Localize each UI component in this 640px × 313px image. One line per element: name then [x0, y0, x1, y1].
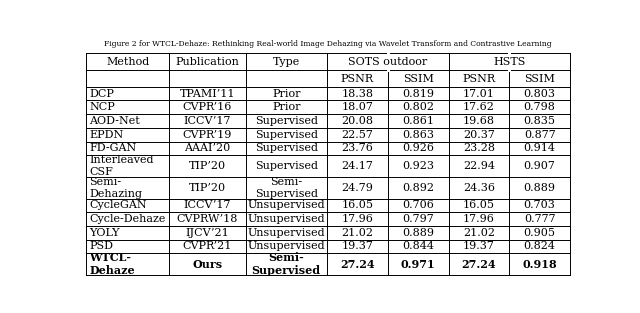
Text: 0.918: 0.918: [522, 259, 557, 269]
Text: 0.844: 0.844: [402, 241, 434, 251]
Text: Ours: Ours: [193, 259, 223, 269]
Text: Supervised: Supervised: [255, 143, 318, 153]
Text: Supervised: Supervised: [255, 116, 318, 126]
Text: 0.971: 0.971: [401, 259, 435, 269]
Text: 0.863: 0.863: [402, 130, 434, 140]
Text: 0.819: 0.819: [402, 89, 434, 99]
Text: CVPR’19: CVPR’19: [183, 130, 232, 140]
Text: 24.17: 24.17: [341, 161, 373, 171]
Text: Semi-
Supervised: Semi- Supervised: [255, 177, 318, 199]
Text: 0.706: 0.706: [402, 200, 434, 210]
Text: PSNR: PSNR: [462, 74, 495, 84]
Text: 0.824: 0.824: [524, 241, 556, 251]
Text: 27.24: 27.24: [461, 259, 496, 269]
Text: Semi-
Dehazing: Semi- Dehazing: [90, 177, 143, 199]
Text: 22.94: 22.94: [463, 161, 495, 171]
Text: 0.861: 0.861: [402, 116, 434, 126]
Text: AAAI’20: AAAI’20: [184, 143, 230, 153]
Text: Prior: Prior: [272, 89, 301, 99]
Text: 21.02: 21.02: [463, 228, 495, 238]
Text: Unsupervised: Unsupervised: [248, 228, 325, 238]
Text: ICCV’17: ICCV’17: [184, 116, 231, 126]
Text: 0.923: 0.923: [402, 161, 434, 171]
Text: SSIM: SSIM: [524, 74, 555, 84]
Text: 0.777: 0.777: [524, 214, 556, 224]
Text: 21.02: 21.02: [341, 228, 373, 238]
Text: 0.798: 0.798: [524, 102, 556, 112]
Text: 20.37: 20.37: [463, 130, 495, 140]
Text: 17.01: 17.01: [463, 89, 495, 99]
Text: 16.05: 16.05: [463, 200, 495, 210]
Text: 19.37: 19.37: [341, 241, 373, 251]
Text: PSNR: PSNR: [340, 74, 374, 84]
Text: CVPR’16: CVPR’16: [183, 102, 232, 112]
Text: FD-GAN: FD-GAN: [90, 143, 137, 153]
Text: 23.76: 23.76: [341, 143, 373, 153]
Text: 22.57: 22.57: [341, 130, 373, 140]
Text: Prior: Prior: [272, 102, 301, 112]
Text: 17.62: 17.62: [463, 102, 495, 112]
Text: Unsupervised: Unsupervised: [248, 214, 325, 224]
Text: 0.797: 0.797: [403, 214, 434, 224]
Text: CVPRW’18: CVPRW’18: [177, 214, 238, 224]
Text: 19.68: 19.68: [463, 116, 495, 126]
Text: 17.96: 17.96: [463, 214, 495, 224]
Text: Supervised: Supervised: [255, 161, 318, 171]
Text: 0.889: 0.889: [524, 183, 556, 193]
Text: 0.905: 0.905: [524, 228, 556, 238]
Text: 0.889: 0.889: [402, 228, 434, 238]
Text: 27.24: 27.24: [340, 259, 374, 269]
Text: Unsupervised: Unsupervised: [248, 200, 325, 210]
Text: 0.703: 0.703: [524, 200, 556, 210]
Text: Unsupervised: Unsupervised: [248, 241, 325, 251]
Text: Supervised: Supervised: [255, 130, 318, 140]
Text: 0.907: 0.907: [524, 161, 556, 171]
Text: WTCL-
Dehaze: WTCL- Dehaze: [90, 252, 135, 276]
Text: 0.914: 0.914: [524, 143, 556, 153]
Text: 0.803: 0.803: [524, 89, 556, 99]
Text: Figure 2 for WTCL-Dehaze: Rethinking Real-world Image Dehazing via Wavelet Trans: Figure 2 for WTCL-Dehaze: Rethinking Rea…: [104, 40, 552, 48]
Text: CycleGAN: CycleGAN: [90, 200, 147, 210]
Text: Interleaved
CSF: Interleaved CSF: [90, 155, 154, 177]
Text: HSTS: HSTS: [493, 57, 525, 67]
Text: SOTS outdoor: SOTS outdoor: [348, 57, 428, 67]
Text: 0.802: 0.802: [402, 102, 434, 112]
Text: TPAMI’11: TPAMI’11: [180, 89, 236, 99]
Text: SSIM: SSIM: [403, 74, 433, 84]
Text: EPDN: EPDN: [90, 130, 124, 140]
Text: DCP: DCP: [90, 89, 115, 99]
Text: 24.79: 24.79: [341, 183, 373, 193]
Text: Type: Type: [273, 57, 300, 67]
Text: 0.835: 0.835: [524, 116, 556, 126]
Text: 0.892: 0.892: [402, 183, 434, 193]
Text: NCP: NCP: [90, 102, 115, 112]
Text: 18.07: 18.07: [341, 102, 373, 112]
Text: CVPR’21: CVPR’21: [183, 241, 232, 251]
Text: 17.96: 17.96: [341, 214, 373, 224]
Text: 0.877: 0.877: [524, 130, 556, 140]
Text: ICCV’17: ICCV’17: [184, 200, 231, 210]
Text: 19.37: 19.37: [463, 241, 495, 251]
Text: YOLY: YOLY: [90, 228, 120, 238]
Text: Publication: Publication: [175, 57, 239, 67]
Text: 16.05: 16.05: [341, 200, 373, 210]
Text: Cycle-Dehaze: Cycle-Dehaze: [90, 214, 166, 224]
Text: IJCV’21: IJCV’21: [186, 228, 229, 238]
Text: TIP’20: TIP’20: [189, 183, 226, 193]
Text: 24.36: 24.36: [463, 183, 495, 193]
Text: PSD: PSD: [90, 241, 113, 251]
Text: 23.28: 23.28: [463, 143, 495, 153]
Text: Semi-
Supervised: Semi- Supervised: [252, 252, 321, 276]
Text: 0.926: 0.926: [402, 143, 434, 153]
Text: AOD-Net: AOD-Net: [90, 116, 140, 126]
Text: TIP’20: TIP’20: [189, 161, 226, 171]
Text: 20.08: 20.08: [341, 116, 373, 126]
Text: Method: Method: [106, 57, 149, 67]
Text: 18.38: 18.38: [341, 89, 373, 99]
